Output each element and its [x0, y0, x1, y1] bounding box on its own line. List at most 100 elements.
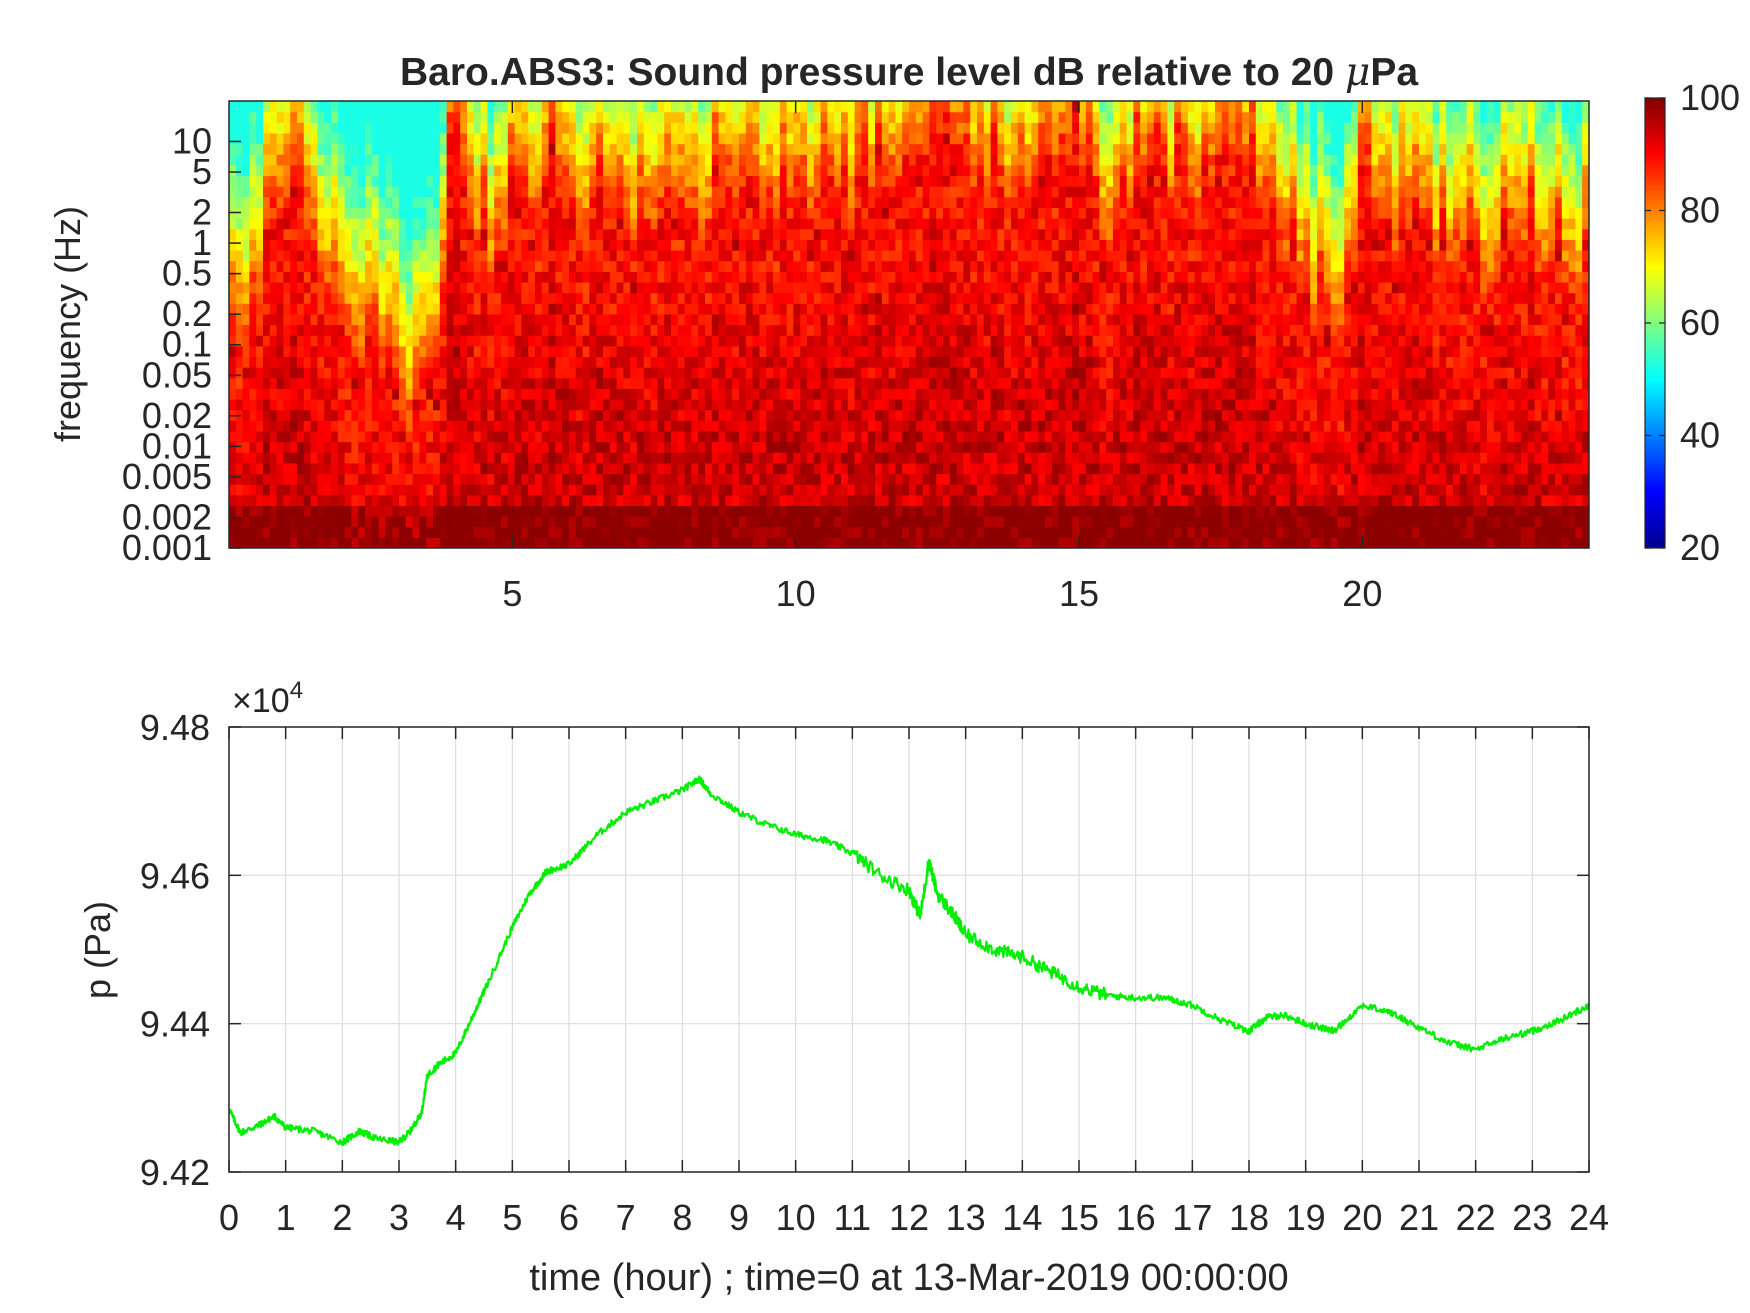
spectrogram-cell	[358, 430, 366, 443]
spectrogram-cell	[949, 175, 958, 187]
spectrogram-cell	[283, 494, 291, 507]
spectrogram-cell	[303, 452, 312, 464]
spectrogram-cell	[494, 164, 502, 177]
spectrogram-cell	[732, 186, 740, 198]
spectrogram-cell	[412, 239, 420, 251]
spectrogram-cell	[623, 303, 631, 315]
spectrogram-cell	[439, 207, 448, 219]
spectrogram-cell	[698, 335, 706, 347]
spectrogram-cell	[759, 473, 767, 485]
spectrogram-cell	[732, 250, 740, 262]
spectrogram-cell	[800, 186, 808, 198]
spectrogram-cell	[616, 345, 624, 358]
spectrogram-cell	[249, 101, 257, 113]
spectrogram-cell	[963, 154, 971, 166]
spectrogram-cell	[630, 303, 638, 315]
spectrogram-cell	[1011, 367, 1019, 379]
spectrogram-cell	[630, 409, 638, 421]
spectrogram-cell	[943, 441, 951, 453]
spectrogram-cell	[446, 239, 454, 251]
spectrogram-cell	[841, 239, 849, 251]
spectrogram-cell	[283, 271, 291, 283]
spectrogram-cell	[834, 281, 842, 294]
spectrogram-cell	[664, 143, 672, 155]
spectrogram-cell	[698, 292, 706, 304]
spectrogram-cell	[596, 196, 604, 209]
spectrogram-cell	[446, 122, 454, 134]
spectrogram-cell	[541, 239, 550, 251]
spectrogram-cell	[834, 122, 842, 134]
spectrogram-cell	[480, 239, 488, 251]
spectrogram-cell	[433, 143, 441, 155]
spectrogram-cell	[569, 420, 577, 432]
spectrogram-cell	[650, 377, 658, 389]
spectrogram-cell	[582, 537, 590, 548]
spectrogram-cell	[256, 228, 264, 240]
spectrogram-cell	[480, 399, 488, 411]
spectrogram-cell	[589, 271, 597, 283]
spectrogram-cell	[725, 526, 733, 538]
spectrogram-cell	[623, 292, 631, 304]
spectrogram-cell	[569, 175, 577, 187]
spectrogram-cell	[269, 292, 278, 304]
spectrogram-cell	[943, 367, 951, 379]
spectrogram-cell	[698, 441, 706, 453]
spectrogram-cell	[473, 250, 482, 262]
spectrogram-cell	[229, 537, 237, 548]
spectrogram-cell	[684, 452, 692, 464]
spectrogram-cell	[480, 271, 488, 283]
spectrogram-cell	[643, 164, 652, 177]
spectrogram-cell	[399, 441, 407, 453]
spectrogram-cell	[752, 281, 760, 294]
spectrogram-cell	[562, 399, 570, 411]
spectrogram-cell	[705, 420, 713, 432]
spectrogram-cell	[895, 452, 903, 464]
spectrogram-cell	[691, 324, 699, 336]
spectrogram-cell	[616, 164, 624, 177]
spectrogram-cell	[433, 335, 441, 347]
spectrogram-cell	[711, 122, 720, 134]
spectrogram-cell	[405, 101, 414, 113]
spectrogram-cell	[854, 186, 862, 198]
spectrogram-cell	[283, 420, 291, 432]
spectrogram-cell	[888, 303, 896, 315]
spectrogram-cell	[711, 462, 720, 475]
spectrogram-cell	[813, 367, 822, 379]
spectrogram-cell	[677, 122, 686, 134]
spectrogram-cell	[501, 388, 509, 400]
spectrogram-cell	[732, 388, 740, 400]
spectrogram-cell	[501, 462, 509, 475]
spectrogram-cell	[793, 111, 801, 123]
spectrogram-cell	[310, 218, 318, 230]
spectrogram-cell	[609, 409, 618, 421]
spectrogram-cell	[596, 452, 604, 464]
spectrogram-cell	[412, 186, 420, 198]
spectrogram-cell	[956, 111, 964, 123]
spectrogram-cell	[630, 313, 638, 326]
spectrogram-cell	[779, 313, 788, 326]
spectrogram-cell	[596, 101, 604, 113]
spectrogram-cell	[800, 409, 808, 421]
spectrogram-cell	[671, 313, 679, 326]
spectrogram-cell	[1011, 111, 1019, 123]
spectrogram-cell	[344, 409, 352, 421]
spectrogram-cell	[351, 537, 359, 548]
spectrogram-cell	[596, 175, 604, 187]
spectrogram-cell	[235, 313, 244, 326]
spectrogram-cell	[977, 143, 985, 155]
spectrogram-cell	[337, 356, 346, 368]
spectrogram-cell	[467, 132, 475, 145]
spectrogram-cell	[929, 484, 937, 496]
spectrogram-cell	[310, 164, 318, 177]
spectrogram-cell	[269, 281, 278, 294]
spectrogram-cell	[453, 399, 461, 411]
spectrogram-cell	[351, 250, 359, 262]
spectrogram-cell	[671, 101, 679, 113]
spectrogram-cell	[915, 494, 924, 507]
spectrogram-cell	[895, 494, 903, 507]
spectrogram-cell	[521, 271, 529, 283]
spectrogram-cell	[412, 388, 420, 400]
spectrogram-cell	[501, 430, 509, 443]
spectrogram-cell	[813, 399, 822, 411]
spectrogram-cell	[535, 313, 543, 326]
